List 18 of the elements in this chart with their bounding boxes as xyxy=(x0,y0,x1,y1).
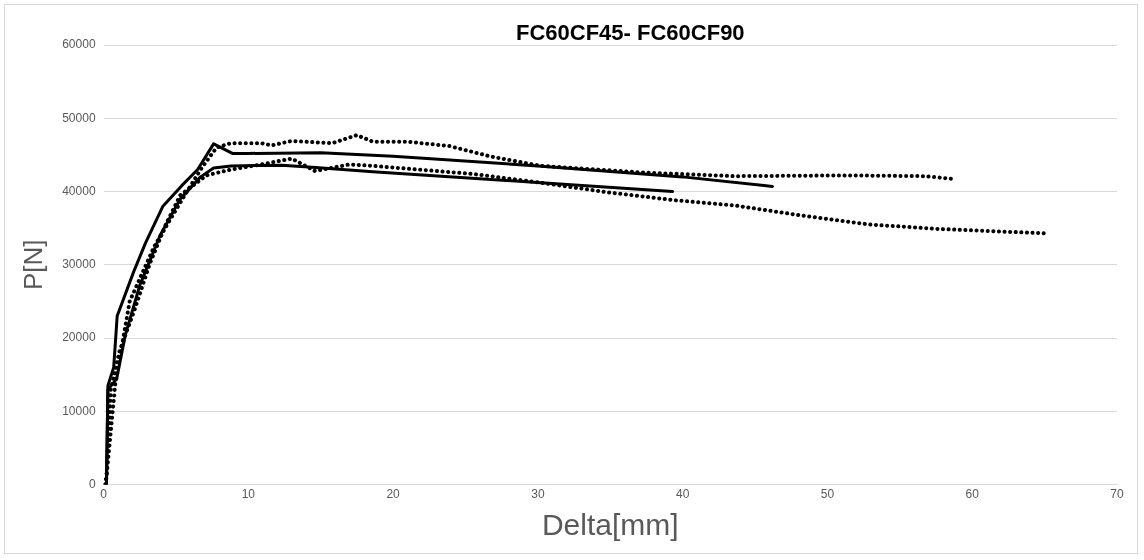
x-tick-label: 50 xyxy=(820,487,835,502)
y-tick-label: 30000 xyxy=(62,257,96,272)
x-tick-label: 30 xyxy=(531,487,545,502)
x-tick-label: 60 xyxy=(965,487,980,502)
y-tick-label: 10000 xyxy=(62,403,96,418)
y-axis-title: P[N] xyxy=(17,239,48,291)
y-tick-label: 60000 xyxy=(62,37,96,52)
y-tick-label: 50000 xyxy=(62,110,96,125)
y-tick-label: 40000 xyxy=(62,183,96,198)
x-tick-label: 0 xyxy=(100,487,108,502)
x-tick-label: 70 xyxy=(1110,487,1124,502)
y-tick-label: 20000 xyxy=(62,330,96,345)
chart-title: FC60CF45- FC60CF90 xyxy=(515,20,745,46)
y-tick-label: 0 xyxy=(88,476,96,491)
x-tick-label: 40 xyxy=(675,487,690,502)
x-tick-label: 20 xyxy=(386,487,401,502)
x-tick-label: 10 xyxy=(241,487,256,502)
x-axis-title: Delta[mm] xyxy=(541,508,679,542)
